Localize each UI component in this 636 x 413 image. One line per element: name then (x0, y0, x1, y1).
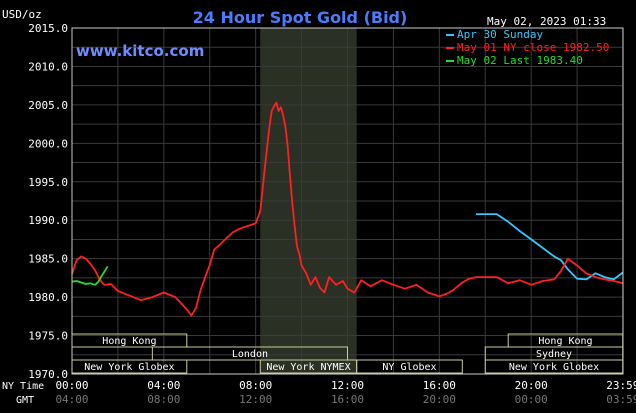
plot-border (71, 27, 624, 375)
session-label: Hong Kong (102, 336, 156, 347)
series-line (71, 101, 624, 317)
session-label: London (232, 349, 268, 360)
chart-title: 24 Hour Spot Gold (Bid) (193, 8, 408, 27)
legend-entry: May 02 Last 1983.40 (457, 54, 583, 67)
x-tick-label-gmt: 00:00 (515, 393, 548, 406)
session-label: New York NYMEX (266, 362, 350, 373)
session-label: Hong Kong (538, 336, 592, 347)
x-tick-labels: 00:0004:0008:0012:0016:0020:0023:5904:00… (55, 379, 636, 406)
y-tick-label: 1985.0 (28, 253, 68, 266)
session-label: NY Globex (382, 362, 436, 373)
y-tick-label: 1975.0 (28, 330, 68, 343)
x-tick-label-gmt: 20:00 (423, 393, 456, 406)
series-layer (71, 101, 624, 317)
y-tick-label: 1990.0 (28, 214, 68, 227)
session-bar (151, 346, 348, 361)
legend-entry: May 01 NY close 1982.50 (457, 41, 609, 54)
x-tick-label-gmt: 08:00 (147, 393, 180, 406)
session-label: New York Globex (509, 362, 599, 373)
y-tick-label: 2010.0 (28, 60, 68, 73)
legend-entry: Apr 30 Sunday (457, 28, 543, 41)
y-tick-label: 1980.0 (28, 291, 68, 304)
gmt-label: GMT (16, 395, 34, 406)
x-tick-label-gmt: 16:00 (331, 393, 364, 406)
x-tick-label-gmt: 03:59 (606, 393, 636, 406)
y-tick-label: 2000.0 (28, 137, 68, 150)
y-axis-unit-label: USD/oz (2, 8, 42, 21)
y-tick-label: 1995.0 (28, 176, 68, 189)
x-tick-label-ny: 04:00 (147, 379, 180, 392)
session-label: Sydney (536, 349, 572, 360)
x-tick-label-ny: 20:00 (515, 379, 548, 392)
y-tick-label: 2005.0 (28, 99, 68, 112)
y-tick-label: 1970.0 (28, 368, 68, 381)
ny-time-label: NY Time (2, 381, 44, 392)
session-bar (356, 359, 463, 374)
session-label: New York Globex (84, 362, 174, 373)
timestamp: May 02, 2023 01:33 (487, 15, 606, 28)
x-tick-label-gmt: 04:00 (55, 393, 88, 406)
x-tick-label-gmt: 12:00 (239, 393, 272, 406)
x-tick-label-ny: 23:59 (606, 379, 636, 392)
series-line (476, 213, 624, 281)
y-tick-label: 2015.0 (28, 22, 68, 35)
x-tick-label-ny: 16:00 (423, 379, 456, 392)
y-tick-labels: 2015.0 2010.0 2005.0 2000.0 1995.0 1990.0 1985… (28, 22, 68, 381)
x-tick-label-ny: 12:00 (331, 379, 364, 392)
series-line (71, 265, 109, 286)
x-tick-label-ny: 08:00 (239, 379, 272, 392)
x-tick-label-ny: 00:00 (55, 379, 88, 392)
kitco-watermark: www.kitco.com (76, 42, 204, 60)
